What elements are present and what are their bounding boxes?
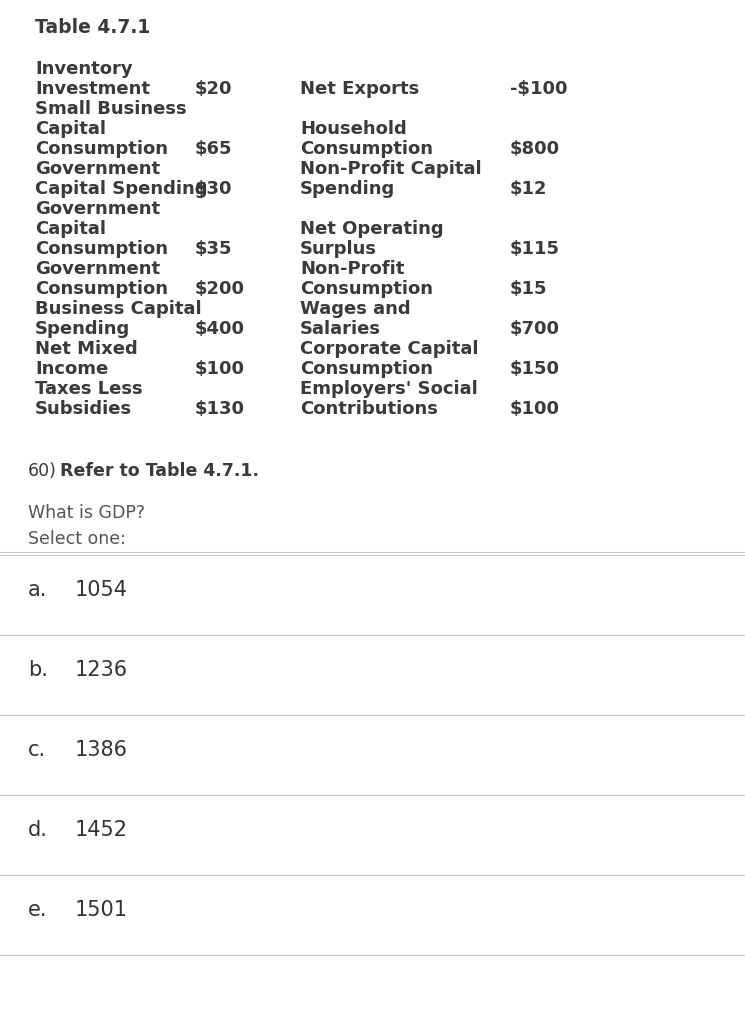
Text: Consumption: Consumption	[35, 280, 168, 298]
Text: Wages and: Wages and	[300, 300, 410, 318]
Text: Employers' Social: Employers' Social	[300, 380, 478, 398]
Text: $700: $700	[510, 319, 560, 338]
Text: What is GDP?: What is GDP?	[28, 504, 145, 522]
Text: $400: $400	[195, 319, 245, 338]
Text: Table 4.7.1: Table 4.7.1	[35, 18, 150, 37]
Text: Government: Government	[35, 260, 160, 278]
Text: 1452: 1452	[75, 820, 128, 840]
Text: b.: b.	[28, 660, 48, 680]
Text: Capital: Capital	[35, 120, 106, 138]
Text: Spending: Spending	[35, 319, 130, 338]
Text: Taxes Less: Taxes Less	[35, 380, 142, 398]
Text: Consumption: Consumption	[300, 360, 433, 378]
Text: Investment: Investment	[35, 80, 150, 98]
Text: $115: $115	[510, 240, 560, 258]
Text: $35: $35	[195, 240, 232, 258]
Text: Government: Government	[35, 200, 160, 218]
Text: $20: $20	[195, 80, 232, 98]
Text: Government: Government	[35, 160, 160, 178]
Text: -$100: -$100	[510, 80, 568, 98]
Text: $12: $12	[510, 180, 548, 198]
Text: Inventory: Inventory	[35, 60, 133, 78]
Text: Select one:: Select one:	[28, 530, 126, 548]
Text: Capital: Capital	[35, 220, 106, 238]
Text: Non-Profit: Non-Profit	[300, 260, 405, 278]
Text: Salaries: Salaries	[300, 319, 381, 338]
Text: Business Capital: Business Capital	[35, 300, 202, 318]
Text: Income: Income	[35, 360, 108, 378]
Text: Surplus: Surplus	[300, 240, 377, 258]
Text: Net Operating: Net Operating	[300, 220, 443, 238]
Text: Refer to Table 4.7.1.: Refer to Table 4.7.1.	[60, 462, 259, 480]
Text: Household: Household	[300, 120, 407, 138]
Text: Net Exports: Net Exports	[300, 80, 419, 98]
Text: $100: $100	[510, 400, 560, 418]
Text: c.: c.	[28, 740, 46, 760]
Text: Consumption: Consumption	[300, 140, 433, 158]
Text: a.: a.	[28, 580, 48, 600]
Text: 1236: 1236	[75, 660, 128, 680]
Text: 1054: 1054	[75, 580, 128, 600]
Text: Contributions: Contributions	[300, 400, 438, 418]
Text: $200: $200	[195, 280, 245, 298]
Text: $15: $15	[510, 280, 548, 298]
Text: Small Business: Small Business	[35, 100, 187, 118]
Text: Non-Profit Capital: Non-Profit Capital	[300, 160, 481, 178]
Text: e.: e.	[28, 900, 48, 920]
Text: Consumption: Consumption	[35, 240, 168, 258]
Text: $130: $130	[195, 400, 245, 418]
Text: Net Mixed: Net Mixed	[35, 340, 138, 358]
Text: Subsidies: Subsidies	[35, 400, 132, 418]
Text: $150: $150	[510, 360, 560, 378]
Text: 1386: 1386	[75, 740, 128, 760]
Text: Consumption: Consumption	[35, 140, 168, 158]
Text: Consumption: Consumption	[300, 280, 433, 298]
Text: Spending: Spending	[300, 180, 396, 198]
Text: d.: d.	[28, 820, 48, 840]
Text: $800: $800	[510, 140, 560, 158]
Text: Capital Spending: Capital Spending	[35, 180, 208, 198]
Text: $100: $100	[195, 360, 245, 378]
Text: $65: $65	[195, 140, 232, 158]
Text: 60): 60)	[28, 462, 57, 480]
Text: $30: $30	[195, 180, 232, 198]
Text: Corporate Capital: Corporate Capital	[300, 340, 478, 358]
Text: 1501: 1501	[75, 900, 128, 920]
